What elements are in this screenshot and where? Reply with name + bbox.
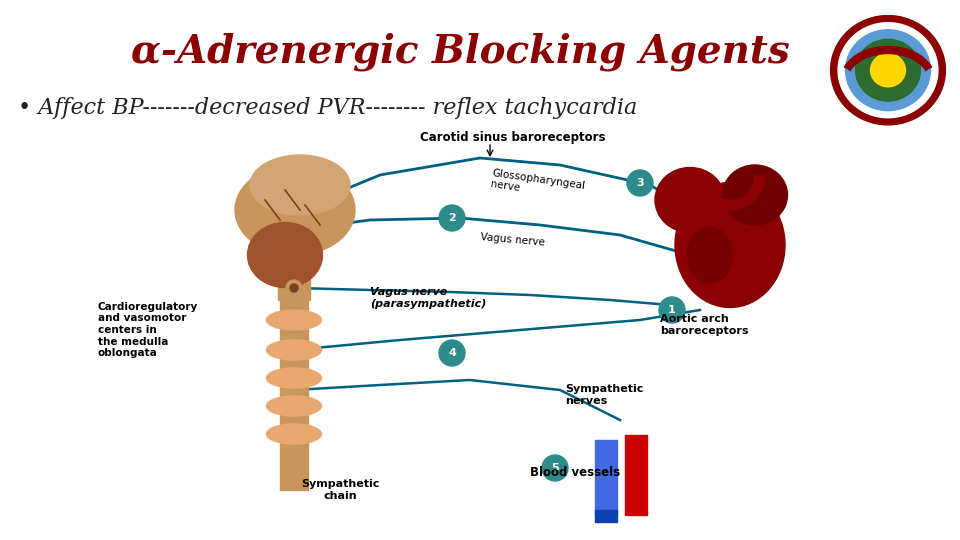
Text: 2: 2 [448, 213, 456, 223]
Bar [595, 440, 617, 515]
Circle shape [439, 340, 465, 366]
Circle shape [846, 30, 930, 111]
Text: α-Adrenergic Blocking Agents: α-Adrenergic Blocking Agents [131, 33, 789, 71]
Text: 1: 1 [668, 305, 676, 315]
Bar [278, 270, 310, 300]
Text: Sympathetic
chain: Sympathetic chain [300, 479, 379, 501]
Circle shape [855, 39, 921, 101]
Text: 5: 5 [551, 463, 559, 473]
Circle shape [838, 23, 938, 118]
Ellipse shape [235, 165, 355, 255]
Ellipse shape [267, 368, 322, 388]
Ellipse shape [655, 167, 725, 233]
Bar [595, 510, 617, 522]
Text: Glossopharyngeal
nerve: Glossopharyngeal nerve [490, 168, 587, 202]
Bar [625, 435, 647, 515]
Circle shape [830, 16, 946, 125]
Text: Carotid sinus baroreceptors: Carotid sinus baroreceptors [420, 132, 606, 145]
Ellipse shape [675, 183, 785, 307]
Circle shape [439, 205, 465, 231]
Text: Sympathetic
nerves: Sympathetic nerves [565, 384, 643, 406]
Ellipse shape [267, 424, 322, 444]
Text: • Affect BP-------decreased PVR-------- reflex tachycardia: • Affect BP-------decreased PVR-------- … [18, 97, 637, 119]
Bar [280, 295, 308, 490]
Ellipse shape [723, 165, 787, 225]
Text: Cardioregulatory
and vasomotor
centers in
the medulla
oblongata: Cardioregulatory and vasomotor centers i… [98, 302, 199, 358]
Text: 3: 3 [636, 178, 644, 188]
Ellipse shape [248, 222, 323, 287]
Text: Vagus nerve
(parasympathetic): Vagus nerve (parasympathetic) [370, 287, 487, 309]
Text: Blood vessels: Blood vessels [530, 465, 620, 478]
Ellipse shape [687, 227, 732, 282]
Text: Aortic arch
baroreceptors: Aortic arch baroreceptors [660, 314, 749, 336]
Circle shape [286, 280, 302, 296]
Circle shape [871, 53, 905, 87]
Ellipse shape [267, 310, 322, 330]
Circle shape [290, 284, 298, 292]
Ellipse shape [267, 340, 322, 360]
Circle shape [659, 297, 685, 323]
Circle shape [542, 455, 568, 481]
Text: 4: 4 [448, 348, 456, 358]
Circle shape [627, 170, 653, 196]
Text: Vagus nerve: Vagus nerve [480, 232, 545, 248]
Ellipse shape [250, 155, 350, 215]
Bar [95, 130, 855, 520]
Ellipse shape [267, 396, 322, 416]
